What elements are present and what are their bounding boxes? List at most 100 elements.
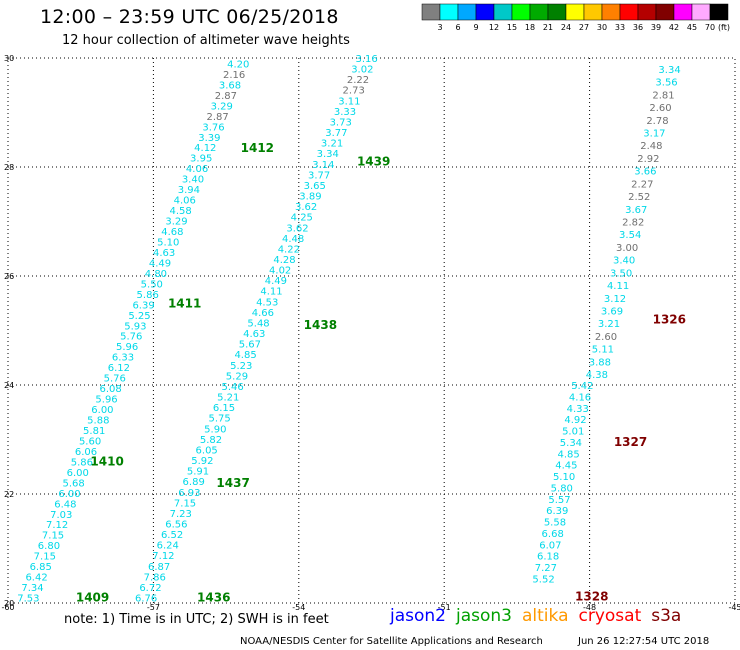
wave-height-value: 4.48 [282,234,304,245]
wave-height-value: 6.56 [165,519,187,530]
wave-height-value: 5.80 [551,483,573,494]
color-scale-label: 33 [615,23,625,32]
wave-height-value: 3.65 [304,181,326,192]
color-scale-label: 15 [507,23,517,32]
plot-frame [7,57,736,604]
wave-height-value: 4.12 [194,143,216,154]
wave-height-value: 5.29 [226,371,248,382]
wave-height-value: 3.69 [601,307,623,318]
wave-height-value: 7.53 [17,594,39,605]
wave-height-value: 7.86 [144,572,166,583]
wave-height-value: 6.87 [148,562,170,573]
wave-height-value: 4.80 [145,269,167,280]
color-scale-label: 30 [597,23,607,32]
color-scale-label: 18 [525,23,535,32]
color-swatch [601,3,621,21]
color-swatch [457,3,477,21]
wave-height-value: 5.21 [217,393,239,404]
track-label: 1438 [304,318,337,332]
x-tick-label: -60 [1,603,14,612]
wave-height-value: 4.25 [291,213,313,224]
wave-height-value: 6.72 [139,583,161,594]
wave-height-value: 4.38 [586,370,608,381]
color-scale-label: 42 [669,23,679,32]
wave-height-value: 3.62 [295,202,317,213]
track-label: 1409 [76,591,109,605]
wave-height-value: 5.76 [104,374,126,385]
wave-height-value: 6.15 [213,403,235,414]
wave-height-value: 2.92 [637,154,659,165]
wave-height-value: 7.12 [46,520,68,531]
wave-height-value: 6.07 [539,540,561,551]
wave-height-value: 5.10 [157,237,179,248]
wave-height-value: 5.11 [592,345,614,356]
y-tick-label: 30 [4,54,14,63]
wave-height-value: 6.24 [157,541,179,552]
wave-height-value: 2.52 [628,192,650,203]
wave-height-value: 5.57 [548,495,570,506]
wave-height-value: 5.88 [87,416,109,427]
color-scale-label: 6 [455,23,460,32]
wave-height-value: 3.77 [325,128,347,139]
wave-height-value: 4.02 [269,266,291,277]
wave-height-value: 5.25 [128,311,150,322]
wave-height-value: 4.49 [265,276,287,287]
track-label: 1412 [241,141,274,155]
wave-height-value: 6.12 [108,363,130,374]
wave-height-value: 4.22 [278,244,300,255]
wave-height-value: 5.34 [560,438,582,449]
legend-s3a: s3a [651,606,682,626]
wave-height-value: 2.87 [215,91,237,102]
wave-height-value: 5.86 [137,290,159,301]
wave-height-value: 4.28 [273,255,295,266]
wave-height-value: 6.52 [161,530,183,541]
wave-height-value: 7.23 [170,509,192,520]
wave-height-value: 5.58 [544,518,566,529]
wave-height-value: 4.45 [555,461,577,472]
color-swatch [655,3,675,21]
wave-height-value: 3.50 [610,268,632,279]
footer-note: note: 1) Time is in UTC; 2) SWH is in fe… [64,612,329,627]
wave-height-value: 3.56 [655,78,677,89]
wave-height-value: 5.10 [553,472,575,483]
wave-height-value: 3.68 [219,80,241,91]
wave-height-value: 6.05 [196,445,218,456]
y-tick-label: 24 [4,381,14,390]
wave-height-value: 6.48 [54,499,76,510]
wave-height-value: 5.52 [532,574,554,585]
wave-height-value: 4.16 [569,392,591,403]
wave-height-value: 3.54 [619,230,641,241]
track-label: 1410 [90,454,123,468]
wave-height-value: 3.02 [351,65,373,76]
wave-height-value: 6.80 [38,541,60,552]
wave-height-value: 3.00 [616,243,638,254]
y-tick-label: 26 [4,272,14,281]
wave-height-value: 7.03 [50,510,72,521]
wave-height-value: 5.23 [230,361,252,372]
wave-height-value: 6.08 [100,384,122,395]
x-tick-label: -51 [438,603,451,612]
legend-altika: altika [522,606,569,626]
wave-height-value: 2.81 [652,90,674,101]
wave-height-value: 6.93 [178,488,200,499]
wave-height-value: 5.82 [200,435,222,446]
wave-height-value: 4.33 [567,404,589,415]
wave-height-value: 2.73 [343,86,365,97]
wave-height-value: 6.00 [58,489,80,500]
wave-height-value: 3.67 [625,205,647,216]
wave-height-value: 5.50 [141,279,163,290]
wave-height-value: 6.85 [30,562,52,573]
wave-height-value: 5.60 [79,436,101,447]
color-scale-label: 36 [633,23,643,32]
track-label: 1439 [357,155,390,169]
wave-height-value: 6.06 [75,447,97,458]
color-swatch [511,3,531,21]
color-swatch [637,3,657,21]
wave-height-value: 4.58 [169,206,191,217]
color-swatch [619,3,639,21]
wave-height-value: 3.76 [202,122,224,133]
wave-height-value: 5.76 [120,332,142,343]
color-swatch [493,3,513,21]
track-label: 1327 [614,435,647,449]
track-label: 1437 [216,476,249,490]
